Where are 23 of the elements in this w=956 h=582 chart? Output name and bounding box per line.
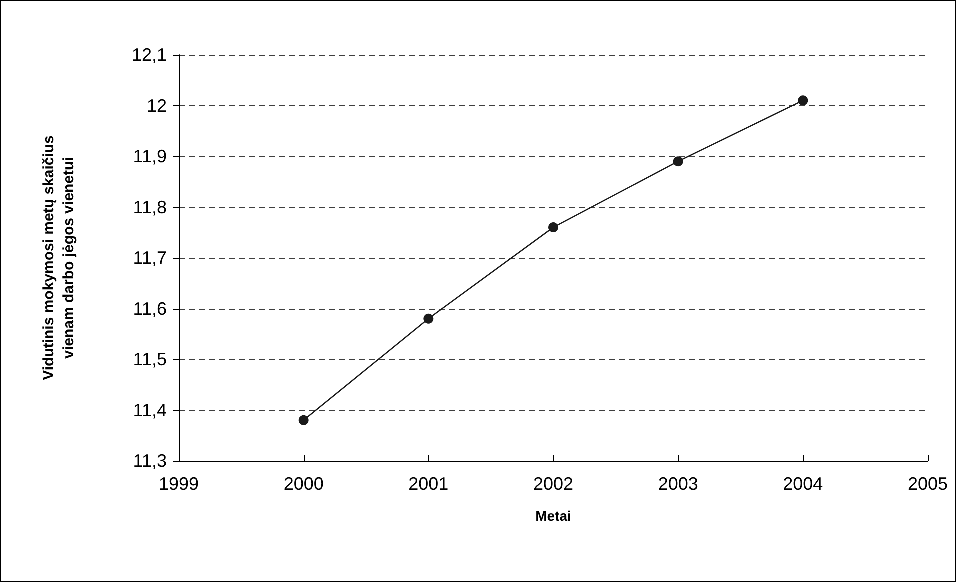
point <box>298 415 309 426</box>
y-tick-label: 11,4 <box>133 400 167 420</box>
point <box>798 96 808 106</box>
x-tick-label: 2003 <box>658 474 698 494</box>
point <box>548 222 558 233</box>
y-tick-label: 11,8 <box>133 197 167 218</box>
x-tick-label: 2000 <box>284 474 324 494</box>
y-tick-label: 11,9 <box>133 146 167 166</box>
x-tick-label: 2004 <box>783 474 824 494</box>
x-axis-title: Metai <box>536 508 572 524</box>
x-tick-label: 1999 <box>158 474 200 494</box>
y-tick-label: 12,1 <box>132 45 167 65</box>
y-tick-label: 11,5 <box>133 350 167 370</box>
x-tick-label: 2002 <box>533 474 574 494</box>
y-tick-label: 11,7 <box>133 248 167 268</box>
y-tick-label: 12 <box>146 96 167 116</box>
y-axis-title: Vidutinis mokymosi metų skaičius vienam darbo jėgos vienetui <box>40 136 78 380</box>
point <box>424 314 434 324</box>
y-tick-label: 11,3 <box>133 451 167 471</box>
x-tick-label: 2001 <box>408 474 449 494</box>
y-tick-label: 11,6 <box>133 298 167 319</box>
x-tick-label: 2005 <box>908 474 948 494</box>
point <box>673 156 684 167</box>
